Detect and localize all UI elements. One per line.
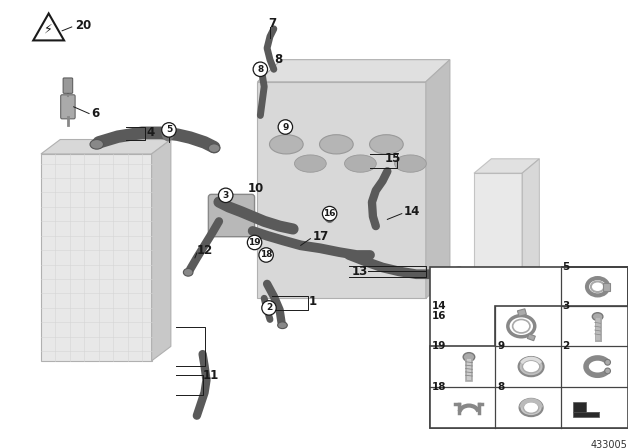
Ellipse shape — [592, 313, 603, 320]
Ellipse shape — [269, 135, 303, 154]
Circle shape — [259, 248, 273, 262]
Ellipse shape — [520, 399, 543, 416]
Text: 8: 8 — [274, 53, 282, 66]
Text: 11: 11 — [203, 369, 219, 382]
Ellipse shape — [319, 135, 353, 154]
Polygon shape — [152, 139, 171, 361]
Ellipse shape — [395, 155, 426, 172]
Text: 4: 4 — [147, 126, 155, 139]
Circle shape — [253, 62, 268, 77]
Circle shape — [162, 123, 176, 137]
Text: 5: 5 — [563, 263, 570, 272]
Text: 1: 1 — [308, 295, 317, 308]
Ellipse shape — [518, 357, 543, 376]
Text: ⚡: ⚡ — [44, 22, 53, 35]
Circle shape — [262, 301, 276, 315]
Circle shape — [605, 368, 611, 374]
Ellipse shape — [524, 402, 539, 413]
FancyBboxPatch shape — [63, 78, 73, 93]
Bar — [518, 309, 526, 316]
Polygon shape — [429, 267, 628, 428]
Polygon shape — [41, 154, 152, 361]
Text: 3: 3 — [223, 191, 229, 200]
Ellipse shape — [184, 268, 193, 276]
Text: 5: 5 — [166, 125, 172, 134]
Text: 433005: 433005 — [591, 440, 628, 448]
Circle shape — [261, 250, 271, 260]
Text: 8: 8 — [257, 65, 264, 74]
Circle shape — [218, 188, 233, 202]
Circle shape — [249, 237, 260, 248]
Text: 20: 20 — [75, 18, 91, 31]
Text: 2: 2 — [266, 303, 272, 312]
Polygon shape — [474, 173, 522, 308]
Ellipse shape — [209, 144, 220, 152]
Polygon shape — [573, 402, 599, 417]
Text: 6: 6 — [91, 107, 99, 120]
Circle shape — [247, 235, 262, 250]
Polygon shape — [257, 60, 450, 82]
Text: 13: 13 — [352, 265, 368, 278]
Circle shape — [278, 120, 292, 134]
Ellipse shape — [522, 360, 540, 373]
Text: 18: 18 — [431, 382, 446, 392]
Text: 14: 14 — [431, 301, 446, 311]
FancyBboxPatch shape — [61, 95, 75, 119]
Circle shape — [323, 207, 337, 221]
Text: 7: 7 — [268, 17, 276, 30]
Polygon shape — [257, 82, 426, 298]
Text: 3: 3 — [563, 301, 570, 311]
Polygon shape — [474, 159, 540, 173]
Ellipse shape — [344, 155, 376, 172]
Polygon shape — [522, 159, 540, 308]
Ellipse shape — [463, 353, 475, 361]
Bar — [604, 283, 610, 291]
Bar — [527, 334, 535, 341]
Text: 9: 9 — [497, 341, 504, 351]
Text: 10: 10 — [248, 182, 264, 195]
Text: 15: 15 — [385, 152, 401, 165]
Ellipse shape — [369, 135, 403, 154]
Text: 18: 18 — [260, 250, 273, 259]
Text: 12: 12 — [197, 244, 213, 257]
Bar — [429, 267, 628, 428]
Polygon shape — [33, 13, 64, 40]
Text: 16: 16 — [431, 311, 446, 322]
Text: 2: 2 — [563, 341, 570, 351]
Ellipse shape — [294, 155, 326, 172]
Text: 16: 16 — [323, 209, 336, 218]
Text: 9: 9 — [282, 122, 289, 132]
Text: 8: 8 — [497, 382, 504, 392]
Polygon shape — [426, 60, 450, 298]
Ellipse shape — [278, 322, 287, 328]
Polygon shape — [41, 139, 171, 154]
Text: 17: 17 — [312, 230, 328, 243]
Text: 14: 14 — [404, 205, 420, 218]
Text: 19: 19 — [431, 341, 446, 351]
Text: 19: 19 — [248, 238, 261, 247]
FancyBboxPatch shape — [209, 194, 255, 237]
Circle shape — [605, 359, 611, 365]
Ellipse shape — [90, 139, 104, 149]
Circle shape — [221, 193, 230, 202]
